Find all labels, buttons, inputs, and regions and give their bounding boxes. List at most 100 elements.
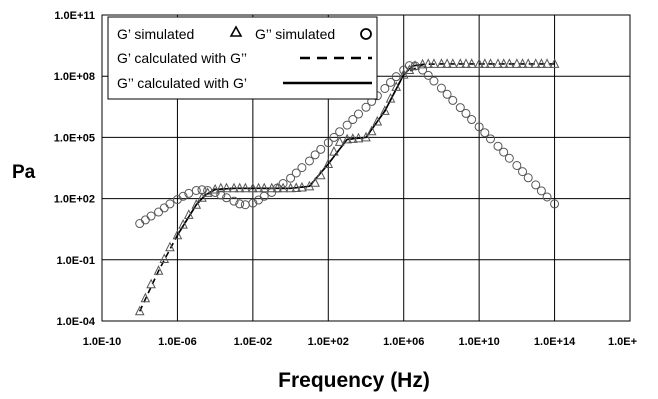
gpp-simulated-point bbox=[550, 199, 560, 209]
gpp-simulated-point bbox=[140, 215, 150, 225]
gpp-simulated-point bbox=[474, 122, 484, 132]
gpp-simulated-point bbox=[386, 77, 396, 87]
gpp-simulated-point bbox=[423, 70, 433, 80]
gp-simulated-point bbox=[372, 115, 383, 126]
gp-simulated-point bbox=[178, 219, 188, 229]
y-axis-title: Pa bbox=[12, 162, 36, 183]
gpp-simulated-point bbox=[467, 115, 477, 125]
gpp-simulated-point bbox=[455, 103, 465, 113]
gpp-simulated-point bbox=[518, 167, 528, 177]
gpp-simulated-point bbox=[361, 102, 371, 112]
gp-simulated-point bbox=[442, 58, 452, 68]
gp-simulated-point bbox=[385, 92, 396, 103]
gpp-simulated-point bbox=[399, 65, 409, 75]
legend-label-gp-sim: G’ simulated bbox=[117, 26, 194, 42]
gp-simulated-point bbox=[523, 58, 534, 68]
gpp-simulated-point bbox=[523, 173, 533, 183]
gp-simulated-point bbox=[466, 58, 477, 68]
gp-simulated-point bbox=[253, 182, 264, 193]
gpp-simulated-point bbox=[480, 128, 490, 138]
gp-simulated-point bbox=[361, 131, 371, 142]
gp-simulated-point bbox=[202, 187, 213, 197]
gpp-simulated-point bbox=[493, 141, 503, 151]
x-tick-label: 1.0E+ bbox=[608, 336, 637, 348]
gpp-simulated-point bbox=[310, 150, 320, 160]
gpp-simulated-point bbox=[159, 203, 169, 213]
gp-simulated-point bbox=[549, 58, 560, 68]
gpp-simulated-point bbox=[235, 199, 245, 209]
gpp-simulated-point bbox=[353, 109, 363, 119]
gpp-simulated-point bbox=[297, 163, 307, 173]
x-tick-label: 1.0E+14 bbox=[534, 336, 576, 348]
legend-triangle-marker bbox=[229, 25, 243, 37]
gpp-simulated-point bbox=[429, 76, 439, 86]
gp-simulated-point bbox=[436, 58, 447, 68]
gpp-simulated-point bbox=[436, 83, 446, 93]
gpp-simulated-point bbox=[335, 127, 345, 137]
plot-area-frame bbox=[101, 14, 631, 322]
gp-simulated-point bbox=[216, 182, 226, 193]
gp-simulated-point bbox=[334, 136, 345, 146]
gpp-simulated-point bbox=[418, 65, 428, 75]
gp-simulated-point bbox=[329, 146, 339, 156]
gpp-simulated-point bbox=[542, 192, 552, 202]
gpp-simulated-point bbox=[267, 187, 277, 197]
gpp-simulated-point bbox=[216, 190, 226, 200]
gpp-simulated-point bbox=[531, 180, 541, 190]
gp-simulated-point bbox=[455, 58, 466, 68]
y-tick-labels: 1.0E-04 1.0E-01 1.0E+02 1.0E+05 1.0E+08 1.0E+… bbox=[54, 10, 96, 328]
gp-simulated-point bbox=[417, 58, 428, 69]
gp-simulated-point bbox=[140, 292, 151, 303]
gpp-simulated-point bbox=[154, 207, 164, 217]
y-tick-label: 1.0E+02 bbox=[54, 194, 95, 206]
x-tick-label: 1.0E+02 bbox=[308, 336, 349, 348]
gp-simulated-point bbox=[229, 182, 239, 193]
gpp-simulated-point bbox=[240, 200, 250, 210]
legend-label-gpp-calc: G’’ calculated with G’ bbox=[117, 75, 247, 91]
gp-simulated-point bbox=[447, 58, 458, 68]
gp-simulated-point bbox=[172, 229, 183, 240]
gp-simulated-point bbox=[210, 183, 220, 194]
y-tick-label: 1.0E+08 bbox=[54, 71, 95, 83]
gpp-simulated-point bbox=[499, 147, 509, 157]
legend-label-gpp-sim: G’’ simulated bbox=[255, 26, 335, 42]
gp-simulated-point bbox=[197, 192, 207, 202]
gp-simulated-point bbox=[410, 60, 420, 70]
y-tick-label: 1.0E-01 bbox=[56, 255, 95, 267]
gp-simulated-point bbox=[493, 58, 503, 68]
gp-simulated-point bbox=[380, 105, 390, 115]
gp-simulated-point bbox=[485, 58, 496, 68]
gp-simulated-point bbox=[480, 58, 490, 68]
legend-circle-marker bbox=[360, 28, 372, 40]
legend-marks bbox=[229, 25, 372, 85]
plot-series bbox=[134, 58, 560, 316]
gp-simulated-point bbox=[266, 182, 277, 193]
gp-simulated-point bbox=[542, 58, 552, 68]
gpp-simulated-point bbox=[316, 144, 326, 154]
gpp-simulated-point bbox=[221, 193, 231, 203]
gpp-simulated-point bbox=[348, 115, 358, 125]
y-tick-label: 1.0E-04 bbox=[56, 316, 95, 328]
legend-box bbox=[107, 16, 378, 100]
gpp-simulated-point bbox=[512, 160, 522, 170]
gpp-simulated-point bbox=[229, 196, 239, 206]
gp-simulated-point bbox=[183, 209, 194, 219]
y-tick-label: 1.0E+11 bbox=[54, 10, 95, 22]
gp-simulated-point bbox=[234, 182, 245, 193]
gp-simulated-point bbox=[285, 182, 296, 193]
gpp-simulated-point bbox=[191, 185, 201, 195]
gp-simulated-point bbox=[517, 58, 528, 68]
gp-simulated-point bbox=[153, 265, 164, 275]
gp-calculated-line bbox=[138, 63, 555, 312]
gp-simulated-point bbox=[315, 169, 326, 180]
gp-simulated-point bbox=[423, 58, 434, 68]
gp-simulated-point bbox=[165, 241, 175, 252]
gpp-simulated-point bbox=[286, 173, 296, 183]
gpp-simulated-point bbox=[461, 108, 471, 118]
gp-simulated-point bbox=[191, 199, 202, 209]
x-axis-title: Frequency (Hz) bbox=[278, 369, 430, 392]
gpp-simulated-point bbox=[442, 89, 452, 99]
gp-simulated-point bbox=[259, 182, 270, 193]
gp-simulated-point bbox=[342, 133, 352, 144]
gpp-simulated-point bbox=[380, 83, 390, 93]
